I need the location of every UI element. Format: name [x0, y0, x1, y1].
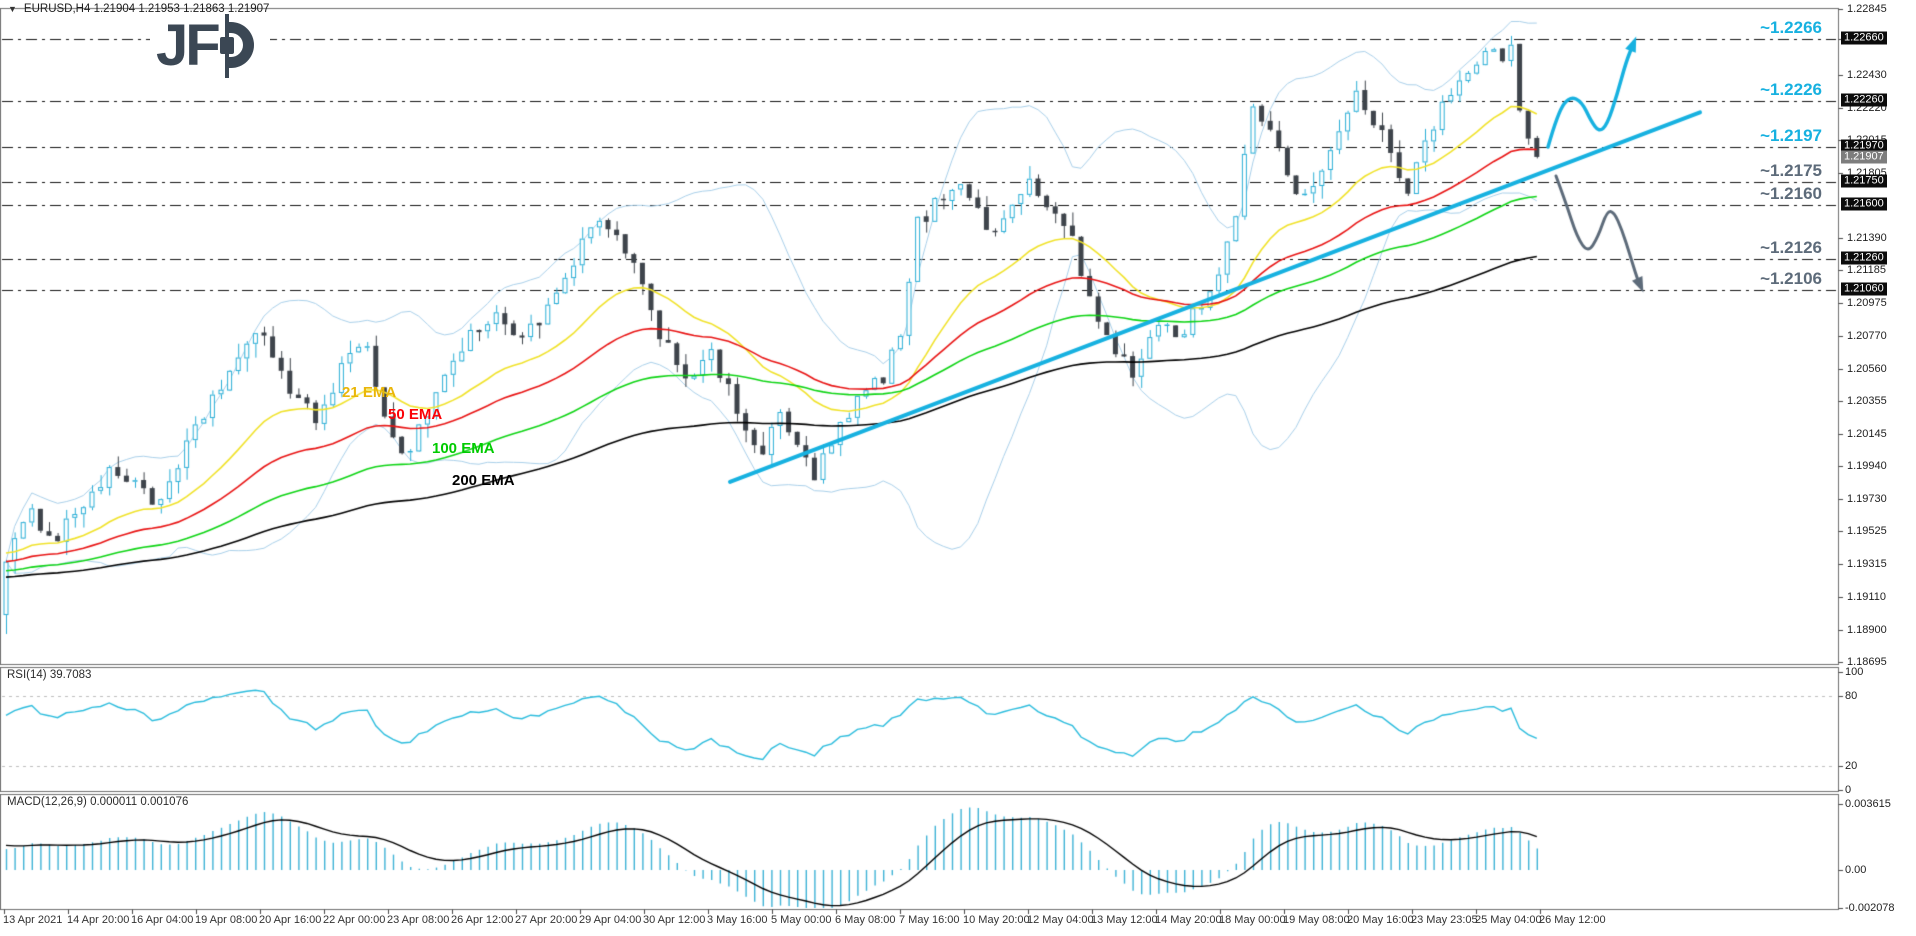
- level-label-1.2106: ~1.2106: [1760, 269, 1822, 289]
- price-tick-1.21390: 1.21390: [1847, 232, 1887, 245]
- time-label-8: 27 Apr 20:00: [515, 914, 578, 926]
- price-badge-1.21060: 1.21060: [1841, 282, 1887, 296]
- time-label-2: 16 Apr 04:00: [131, 914, 194, 926]
- symbol-ohlc-readout: EURUSD,H4 1.21904 1.21953 1.21863 1.2190…: [23, 3, 270, 15]
- macd-panel-header: MACD(12,26,9) 0.000011 0.001076: [7, 796, 189, 808]
- time-label-22: 23 May 23:05: [1411, 914, 1478, 926]
- price-tick-1.20975: 1.20975: [1847, 297, 1887, 310]
- time-label-0: 13 Apr 2021: [3, 914, 63, 926]
- price-badge-1.21260: 1.21260: [1841, 251, 1887, 265]
- level-label-1.2266: ~1.2266: [1760, 17, 1822, 37]
- rsi-scale-80: 80: [1845, 689, 1858, 702]
- time-label-11: 3 May 16:00: [707, 914, 768, 926]
- price-badge-1.21970: 1.21970: [1841, 139, 1887, 153]
- time-label-12: 5 May 00:00: [771, 914, 832, 926]
- price-tick-1.18695: 1.18695: [1847, 655, 1887, 668]
- time-label-6: 23 Apr 08:00: [387, 914, 450, 926]
- time-label-20: 19 May 08:00: [1283, 914, 1350, 926]
- time-label-14: 7 May 16:00: [899, 914, 960, 926]
- ema-label-100: 100 EMA: [432, 439, 495, 457]
- price-badge-1.21750: 1.21750: [1841, 174, 1887, 188]
- price-tick-1.21185: 1.21185: [1847, 264, 1886, 277]
- rsi-scale-20: 20: [1845, 760, 1858, 772]
- ema-label-21: 21 EMA: [342, 383, 397, 401]
- price-tick-1.20770: 1.20770: [1847, 329, 1887, 342]
- time-label-21: 20 May 16:00: [1347, 914, 1414, 926]
- jfd-logo: JF: [150, 13, 270, 78]
- time-label-24: 26 May 12:00: [1539, 914, 1606, 926]
- price-tick-1.19940: 1.19940: [1847, 460, 1887, 473]
- time-label-16: 12 May 04:00: [1027, 914, 1094, 926]
- ema-label-50: 50 EMA: [388, 405, 443, 423]
- level-label-1.2175: ~1.2175: [1760, 160, 1822, 180]
- time-label-1: 14 Apr 20:00: [67, 914, 130, 926]
- time-label-9: 29 Apr 04:00: [579, 914, 642, 926]
- collapse-arrow-icon[interactable]: ▼: [8, 4, 17, 14]
- price-badge-1.22260: 1.22260: [1841, 93, 1887, 107]
- level-label-1.2197: ~1.2197: [1760, 126, 1822, 145]
- level-label-1.2226: ~1.2226: [1760, 80, 1822, 100]
- logo-candlestick-d-icon: [219, 14, 264, 78]
- macd-scale-0.00: 0.00: [1845, 864, 1867, 876]
- macd-scale--0.002078: -0.002078: [1845, 901, 1895, 914]
- level-label-1.2126: ~1.2126: [1760, 237, 1822, 257]
- price-tick-1.19110: 1.19110: [1847, 590, 1886, 603]
- price-tick-1.22845: 1.22845: [1847, 3, 1887, 16]
- price-tick-1.19525: 1.19525: [1847, 525, 1887, 538]
- price-tick-1.20355: 1.20355: [1847, 394, 1887, 407]
- time-label-23: 25 May 04:00: [1475, 914, 1542, 926]
- time-label-10: 30 Apr 12:00: [643, 914, 706, 926]
- price-badge-1.21600: 1.21600: [1841, 197, 1887, 211]
- price-tick-1.19730: 1.19730: [1847, 493, 1887, 506]
- rsi-scale-0: 0: [1845, 783, 1852, 796]
- time-label-4: 20 Apr 16:00: [259, 914, 322, 926]
- time-label-13: 6 May 08:00: [835, 914, 896, 926]
- price-tick-1.20560: 1.20560: [1847, 362, 1887, 375]
- logo-letters: JF: [156, 13, 221, 78]
- ema-label-200: 200 EMA: [452, 472, 515, 490]
- price-tick-1.20145: 1.20145: [1847, 427, 1887, 440]
- time-label-5: 22 Apr 00:00: [323, 914, 386, 926]
- price-tick-1.18900: 1.18900: [1847, 623, 1887, 636]
- time-label-15: 10 May 20:00: [963, 914, 1030, 926]
- time-label-18: 14 May 20:00: [1155, 914, 1222, 926]
- macd-scale-0.003615: 0.003615: [1845, 798, 1891, 810]
- time-label-7: 26 Apr 12:00: [451, 914, 514, 926]
- price-tick-1.19315: 1.19315: [1847, 558, 1887, 571]
- rsi-panel-header: RSI(14) 39.7083: [7, 669, 92, 681]
- chart-header: ▼ EURUSD,H4 1.21904 1.21953 1.21863 1.219…: [8, 3, 269, 15]
- time-label-19: 18 May 00:00: [1219, 914, 1286, 926]
- level-label-1.2160: ~1.2160: [1760, 184, 1822, 204]
- price-badge-1.22660: 1.22660: [1841, 31, 1887, 44]
- time-label-3: 19 Apr 08:00: [195, 914, 258, 926]
- current-price-badge: 1.21907: [1841, 150, 1887, 164]
- time-label-17: 13 May 12:00: [1091, 914, 1158, 926]
- rsi-scale-100: 100: [1845, 666, 1864, 678]
- price-tick-1.22430: 1.22430: [1847, 68, 1887, 81]
